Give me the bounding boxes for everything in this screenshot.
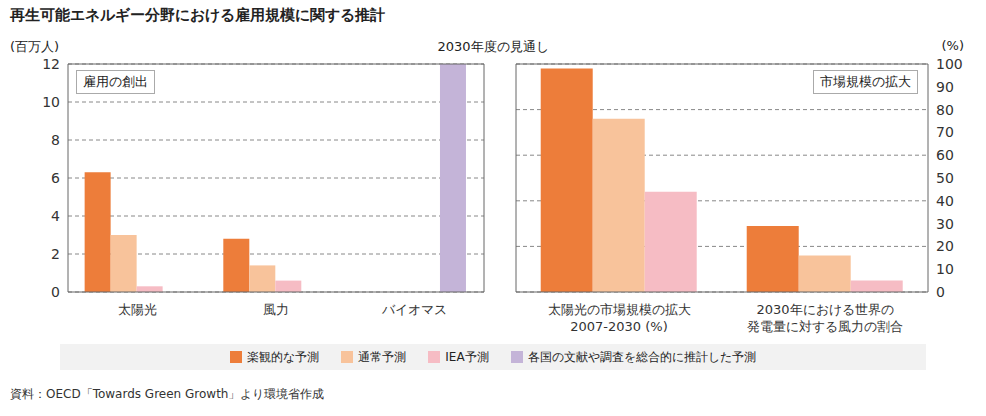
svg-text:40: 40 xyxy=(936,193,954,209)
svg-text:60: 60 xyxy=(936,147,954,163)
html-text:雇用の創出: 雇用の創出 xyxy=(83,74,148,89)
svg-text:50: 50 xyxy=(936,170,954,186)
html-text:資料：OECD「Towards Green Growth」よ: 資料：OECD「Towards Green Growth」より環境省作成 xyxy=(10,387,325,401)
svg-text:風力: 風力 xyxy=(263,302,289,317)
svg-text:100: 100 xyxy=(936,56,963,72)
html-text:各国の文献や調査を総合的に推計した予測: 各国の文献や調査を総合的に推計した予測 xyxy=(527,349,756,364)
html-text:IEA予測: IEA予測 xyxy=(445,349,489,364)
svg-text:10: 10 xyxy=(936,261,954,277)
svg-text:0: 0 xyxy=(936,284,945,300)
svg-text:90: 90 xyxy=(936,79,954,95)
svg-text:30: 30 xyxy=(936,216,954,232)
html-text:市場規模の拡大: 市場規模の拡大 xyxy=(820,74,911,89)
svg-text:20: 20 xyxy=(936,238,954,254)
svg-text:2030年における世界の発電量に対する風力の割合: 2030年における世界の発電量に対する風力の割合 xyxy=(747,302,903,334)
svg-text:6: 6 xyxy=(51,170,60,186)
html-text:楽観的な予測: 楽観的な予測 xyxy=(247,349,320,364)
svg-text:10: 10 xyxy=(42,94,60,110)
html-text:通常予測: 通常予測 xyxy=(358,349,407,364)
svg-text:4: 4 xyxy=(51,208,60,224)
svg-text:2: 2 xyxy=(51,246,60,262)
svg-text:8: 8 xyxy=(51,132,60,148)
svg-text:12: 12 xyxy=(42,56,60,72)
html-text:再生可能エネルギー分野における雇用規模に関する推計: 再生可能エネルギー分野における雇用規模に関する推計 xyxy=(10,6,385,24)
svg-text:70: 70 xyxy=(936,124,954,140)
html-text:2030年度の見通し: 2030年度の見通し xyxy=(437,39,549,54)
svg-text:0: 0 xyxy=(51,284,60,300)
svg-text:太陽光: 太陽光 xyxy=(118,302,157,317)
html-text:(百万人): (百万人) xyxy=(10,39,60,54)
svg-text:バイオマス: バイオマス xyxy=(381,302,447,317)
svg-text:太陽光の市場規模の拡大2007-2030 (%): 太陽光の市場規模の拡大2007-2030 (%) xyxy=(548,302,691,334)
svg-text:80: 80 xyxy=(936,102,954,118)
